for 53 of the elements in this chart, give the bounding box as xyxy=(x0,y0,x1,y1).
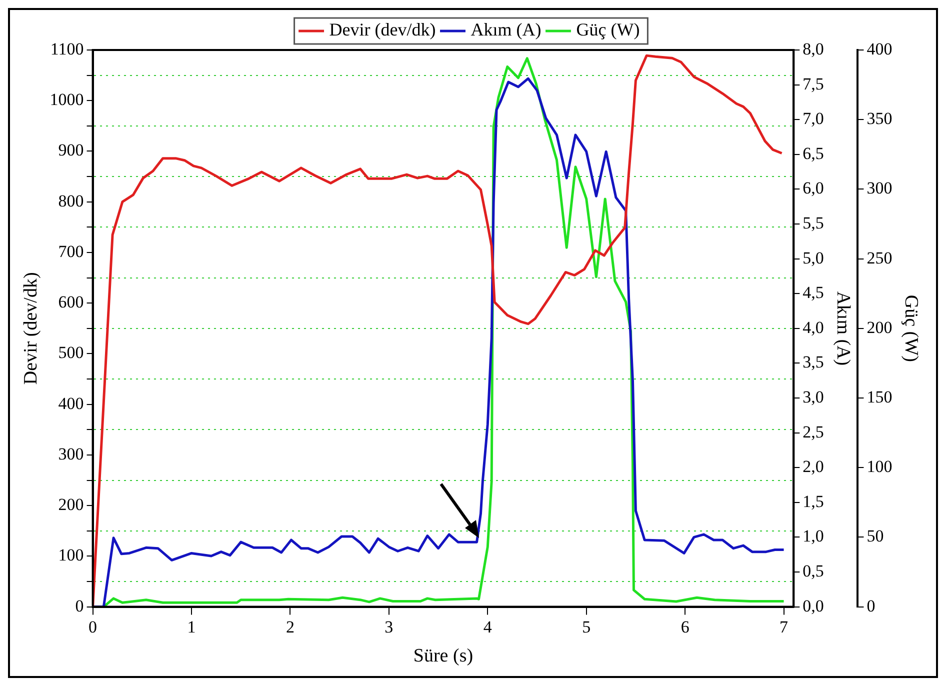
y3-tick-label: 400 xyxy=(866,39,892,58)
y2-tick-label: 3,5 xyxy=(802,352,824,372)
legend-label: Akım (A) xyxy=(470,20,542,40)
x-axis-title: Süre (s) xyxy=(413,646,474,667)
y2-tick-label: 5,0 xyxy=(802,248,824,268)
y-tick-label: 600 xyxy=(58,292,84,312)
y3-tick-label: 0 xyxy=(866,596,876,616)
legend-label: Güç (W) xyxy=(576,20,640,40)
y-tick-label: 1000 xyxy=(50,90,84,110)
x-tick-label: 6 xyxy=(680,617,690,636)
y3-tick-label: 100 xyxy=(866,457,892,476)
x-tick-label: 7 xyxy=(780,617,789,636)
y2-tick-label: 7,0 xyxy=(802,109,824,128)
y2-tick-label: 6,5 xyxy=(802,144,824,163)
x-tick-label: 1 xyxy=(187,617,196,636)
y2-tick-label: 7,5 xyxy=(802,74,824,94)
y-axis-title: Devir (dev/dk) xyxy=(20,272,42,385)
y3-tick-label: 350 xyxy=(866,109,892,128)
y2-tick-label: 4,0 xyxy=(802,318,824,337)
y-tick-label: 100 xyxy=(58,546,84,565)
y2-tick-label: 8,0 xyxy=(802,39,824,58)
y2-tick-label: 1,0 xyxy=(802,526,824,546)
y-tick-label: 900 xyxy=(58,140,84,160)
y2-tick-label: 5,5 xyxy=(802,213,824,232)
y2-tick-label: 3,0 xyxy=(802,387,824,406)
y-tick-label: 400 xyxy=(58,394,84,413)
y3-tick-label: 200 xyxy=(866,318,892,337)
y3-axis-title: Güç (W) xyxy=(900,294,922,362)
x-tick-label: 2 xyxy=(286,617,294,636)
y-tick-label: 800 xyxy=(58,191,84,210)
y2-tick-label: 1,5 xyxy=(802,492,824,511)
y2-tick-label: 6,0 xyxy=(802,178,824,198)
y-tick-label: 500 xyxy=(58,343,84,362)
legend-label: Devir (dev/dk) xyxy=(329,20,436,40)
y-tick-label: 200 xyxy=(58,495,84,514)
y2-tick-label: 0,5 xyxy=(802,561,824,580)
y-tick-label: 300 xyxy=(58,444,84,464)
y3-tick-label: 50 xyxy=(866,526,884,546)
y-tick-label: 1100 xyxy=(50,39,84,58)
x-tick-label: 4 xyxy=(483,617,492,636)
y3-tick-label: 300 xyxy=(866,178,892,198)
y2-tick-label: 2,0 xyxy=(802,457,824,476)
x-tick-label: 5 xyxy=(582,617,591,636)
y-tick-label: 700 xyxy=(58,242,84,261)
y2-axis-title: Akım (A) xyxy=(832,291,854,366)
y2-tick-label: 0,0 xyxy=(802,596,824,616)
y2-tick-label: 2,5 xyxy=(802,422,824,442)
y3-tick-label: 150 xyxy=(866,387,892,406)
y3-tick-label: 250 xyxy=(866,248,892,268)
x-tick-label: 3 xyxy=(384,617,394,636)
y2-tick-label: 4,5 xyxy=(802,283,824,302)
x-tick-label: 0 xyxy=(88,617,98,636)
y-tick-label: 0 xyxy=(75,596,84,616)
